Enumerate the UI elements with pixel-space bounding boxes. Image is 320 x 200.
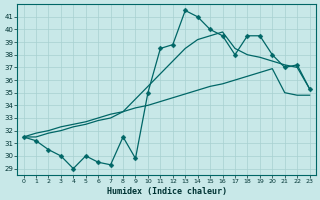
X-axis label: Humidex (Indice chaleur): Humidex (Indice chaleur) bbox=[107, 187, 227, 196]
